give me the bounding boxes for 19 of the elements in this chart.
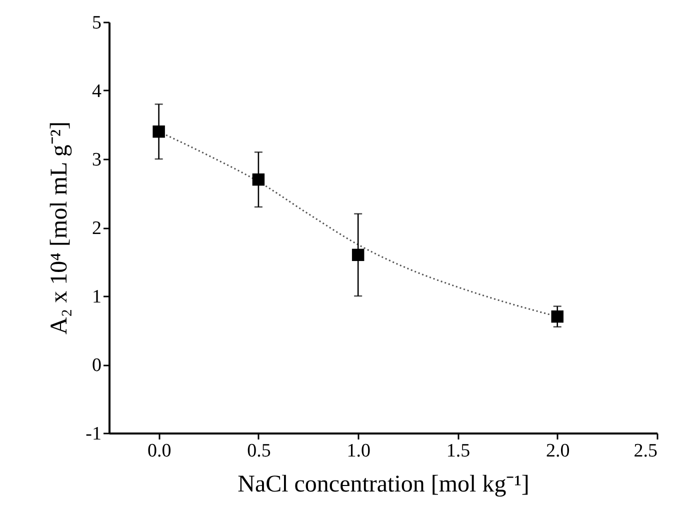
x-tick-label: 0.0 (147, 440, 172, 462)
x-tick-label: 2.0 (546, 440, 570, 462)
point (252, 173, 265, 186)
point (152, 125, 165, 138)
x-tick-label: 1.5 (446, 440, 470, 462)
x-tick-label: 1.0 (346, 440, 370, 462)
point (352, 248, 364, 262)
y-axis-title: A₂ x 10⁴ [mol mL g⁻²] (46, 121, 73, 335)
y-tick-label: 4 (92, 81, 102, 102)
x-tick-label: 0.5 (247, 440, 271, 462)
x-axis-title: NaCl concentration [mol kg⁻¹] (238, 472, 530, 498)
y-tick-label: 5 (92, 12, 102, 34)
y-tick-label: -1 (86, 424, 102, 444)
y-tick-label: 3 (92, 150, 102, 170)
point (551, 310, 564, 323)
y-tick-label: 1 (92, 286, 102, 308)
y-tick-label: 2 (92, 218, 102, 239)
x-tick-label: 2.5 (634, 440, 658, 462)
y-tick-label: 0 (92, 355, 102, 376)
